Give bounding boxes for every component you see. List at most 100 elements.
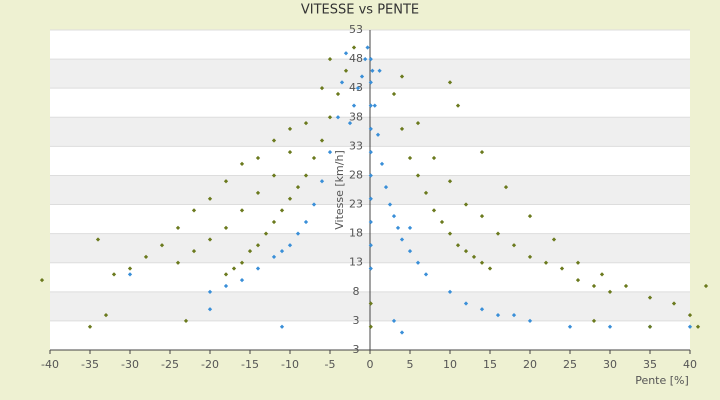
point [575, 278, 581, 283]
point [559, 266, 565, 271]
point [591, 318, 597, 324]
y-tick-label: 28 [349, 168, 363, 181]
point [231, 266, 237, 271]
point [207, 289, 213, 294]
point [495, 231, 501, 236]
point [255, 243, 261, 248]
point [175, 260, 181, 265]
x-tick-label: -10 [281, 358, 299, 371]
point [407, 248, 413, 254]
point [223, 272, 229, 277]
point [191, 248, 197, 254]
point [487, 266, 493, 271]
point [207, 237, 213, 242]
point [311, 202, 317, 207]
point [599, 272, 605, 277]
point [287, 243, 293, 248]
point [375, 132, 381, 137]
y-axis-title: Vitesse [km/h] [333, 150, 346, 230]
point [607, 324, 613, 329]
point [303, 219, 309, 225]
y-tick-label: 8 [353, 285, 360, 298]
point [551, 237, 557, 242]
y-tick-label: 43 [349, 81, 363, 94]
point [303, 173, 309, 178]
point [479, 214, 485, 219]
point [287, 150, 293, 155]
x-tick-label: -15 [241, 358, 259, 371]
x-tick-label: -20 [201, 358, 219, 371]
point [647, 295, 653, 300]
x-tick-label: 25 [563, 358, 577, 371]
point [368, 219, 373, 225]
point [695, 324, 701, 329]
y-tick-label: 23 [349, 198, 363, 211]
point [503, 184, 509, 190]
point [239, 260, 245, 265]
point [279, 208, 285, 213]
point [703, 283, 709, 289]
point [591, 283, 597, 289]
point [463, 248, 469, 254]
point [223, 179, 229, 184]
point [319, 179, 325, 184]
point [671, 301, 677, 306]
point [399, 237, 405, 242]
x-tick-label: 20 [523, 358, 537, 371]
point [295, 184, 301, 190]
point [368, 266, 373, 271]
x-tick-label: -5 [325, 358, 336, 371]
point [543, 260, 549, 265]
point [455, 243, 461, 248]
point [527, 214, 533, 219]
point [239, 278, 245, 283]
point [319, 138, 325, 143]
point [368, 173, 373, 178]
point [127, 266, 133, 271]
point [495, 312, 501, 318]
point [575, 260, 581, 265]
y-tick-label: 38 [349, 110, 363, 123]
point [687, 324, 693, 329]
point [295, 231, 301, 236]
x-tick-label: 0 [367, 358, 374, 371]
point [207, 307, 213, 312]
point [479, 307, 485, 312]
y-tick-label: 3 [353, 343, 360, 356]
point [279, 324, 285, 329]
point [255, 190, 261, 196]
point [387, 202, 393, 207]
point [439, 219, 445, 225]
point [479, 150, 485, 155]
point [395, 225, 401, 230]
point [431, 208, 437, 213]
y-tick-label: 13 [349, 256, 363, 269]
point [271, 219, 277, 225]
point [271, 254, 277, 260]
point [379, 161, 385, 166]
point [223, 225, 229, 230]
point [279, 248, 285, 254]
x-tick-label: 40 [683, 358, 697, 371]
point [463, 301, 469, 306]
point [95, 237, 101, 242]
point [687, 312, 693, 318]
point [383, 184, 389, 190]
point [143, 254, 149, 260]
point [471, 254, 477, 260]
point [311, 155, 317, 161]
point [479, 260, 485, 265]
y-tick-label: 18 [349, 227, 363, 240]
point [368, 243, 373, 248]
point [271, 173, 277, 178]
point [527, 254, 533, 260]
point [175, 225, 181, 230]
grid [49, 29, 691, 354]
x-tick-label: -30 [121, 358, 139, 371]
point [447, 179, 453, 184]
point [263, 231, 269, 236]
x-tick-label: 35 [643, 358, 657, 371]
point [647, 324, 653, 329]
point [223, 283, 229, 289]
